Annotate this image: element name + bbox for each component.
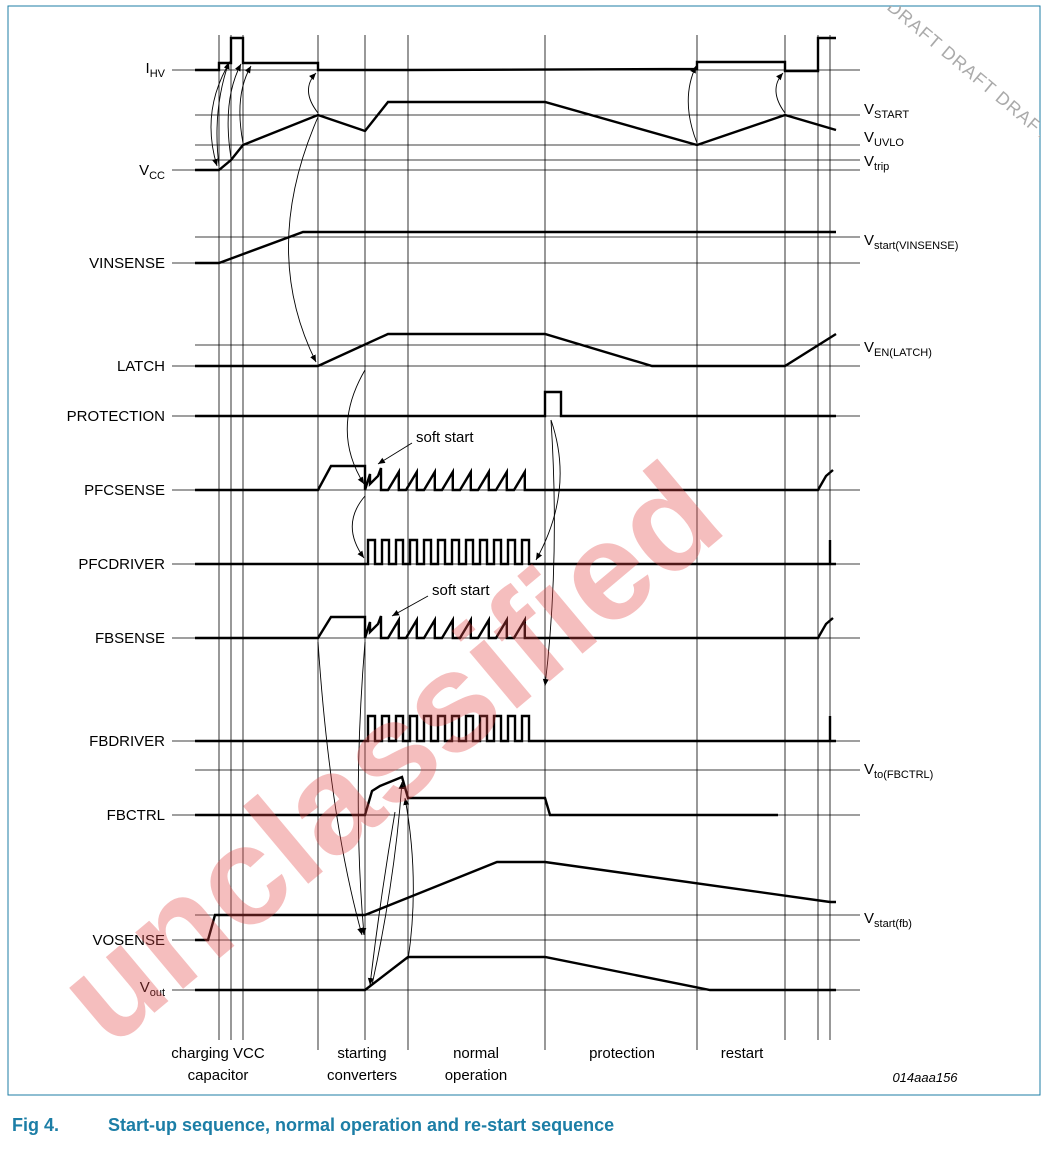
waveform-fbsense xyxy=(195,615,834,640)
arrow xyxy=(542,419,555,687)
waveform-vinsense xyxy=(195,230,836,265)
arrows xyxy=(210,59,786,986)
threshold-label: VEN(LATCH) xyxy=(864,339,932,359)
signal-label: FBDRIVER xyxy=(89,733,165,750)
label-sub: EN(LATCH) xyxy=(874,347,932,359)
waveform-pfcdriver xyxy=(195,538,836,566)
arrow xyxy=(535,419,561,561)
arrow xyxy=(317,641,364,936)
waveform-pfcsense xyxy=(195,464,834,492)
signal-label: FBCTRL xyxy=(107,807,165,824)
threshold-label: VSTART xyxy=(864,101,909,121)
frame xyxy=(7,5,1041,1096)
signal-label: VOSENSE xyxy=(92,932,165,949)
arrow xyxy=(288,116,319,363)
arrow xyxy=(367,811,396,986)
signal-label: PFCDRIVER xyxy=(78,556,165,573)
phase-label: charging VCC xyxy=(171,1045,265,1062)
caption-title: Start-up sequence, normal operation and … xyxy=(108,1115,614,1135)
waveform-vosense xyxy=(195,860,836,942)
label-sub: UVLO xyxy=(874,137,904,149)
waveform-vcc xyxy=(195,100,837,172)
signal-label: PROTECTION xyxy=(67,408,165,425)
label-sub: out xyxy=(150,987,165,999)
phase-label: capacitor xyxy=(188,1067,249,1084)
waveform-ihv xyxy=(195,36,836,73)
arrow xyxy=(391,595,429,617)
threshold-label: VUVLO xyxy=(864,129,904,149)
label-sub: start(VINSENSE) xyxy=(874,240,958,252)
phase-label: normal xyxy=(453,1045,499,1062)
waveforms xyxy=(195,36,837,992)
arrow xyxy=(346,369,366,485)
signal-label: VCC xyxy=(139,162,165,182)
label-base: V xyxy=(864,910,874,927)
label-base: V xyxy=(864,339,874,356)
phase-labels: charging VCC capacitor starting converte… xyxy=(171,1045,764,1084)
waveform-latch xyxy=(195,332,837,368)
label-sub: start(fb) xyxy=(874,918,912,930)
signal-label: LATCH xyxy=(117,358,165,375)
waveform-vout xyxy=(195,955,836,992)
arrow xyxy=(377,442,413,465)
arrow xyxy=(687,65,698,144)
label-base: V xyxy=(864,761,874,778)
signal-label: FBSENSE xyxy=(95,630,165,647)
label-base: V xyxy=(864,232,874,249)
threshold-labels: VSTART VUVLO Vtrip Vstart(VINSENSE) VEN(… xyxy=(864,101,958,930)
phase-label: operation xyxy=(445,1067,508,1084)
label-sub: trip xyxy=(874,161,889,173)
threshold-label: Vstart(VINSENSE) xyxy=(864,232,958,252)
arrow xyxy=(308,72,319,114)
waveform-fbctrl xyxy=(195,775,778,817)
label-sub: to(FBCTRL) xyxy=(874,769,933,781)
arrow xyxy=(216,61,230,167)
label-base: V xyxy=(864,129,874,146)
arrow xyxy=(357,641,367,936)
arrow xyxy=(210,59,232,167)
arrow xyxy=(403,797,414,961)
label-sub: HV xyxy=(150,68,166,80)
phase-label: converters xyxy=(327,1067,397,1084)
phase-label: starting xyxy=(337,1045,386,1062)
label-base: I xyxy=(146,60,150,77)
phase-label: restart xyxy=(721,1045,764,1062)
signal-label: VINSENSE xyxy=(89,255,165,272)
threshold-label: Vtrip xyxy=(864,153,889,173)
threshold-label: Vto(FBCTRL) xyxy=(864,761,933,781)
annotation: soft start xyxy=(416,429,474,446)
watermarks: unclassified DRAFT DRAFT DRAFT xyxy=(28,0,1047,1073)
waveform-fbdriver xyxy=(195,714,836,743)
waveform-protection xyxy=(195,390,836,418)
label-sub: CC xyxy=(149,170,165,182)
draft-watermark: DRAFT DRAFT DRAFT xyxy=(883,0,1047,144)
annotation: soft start xyxy=(432,582,490,599)
signal-label: PFCSENSE xyxy=(84,482,165,499)
figure-id: 014aaa156 xyxy=(892,1070,958,1085)
arrow xyxy=(351,495,366,559)
threshold-label: Vstart(fb) xyxy=(864,910,912,930)
label-base: V xyxy=(140,979,150,996)
signal-label: Vout xyxy=(140,979,165,999)
label-base: V xyxy=(864,101,874,118)
arrow xyxy=(227,63,242,159)
label-sub: START xyxy=(874,109,909,121)
label-base: V xyxy=(864,153,874,170)
signal-label: IHV xyxy=(146,60,166,80)
arrow xyxy=(775,72,786,114)
caption-number: Fig 4. xyxy=(12,1115,59,1135)
arrow xyxy=(239,65,252,144)
phase-label: protection xyxy=(589,1045,655,1062)
label-base: V xyxy=(139,162,149,179)
signal-labels: IHV VCC VINSENSE LATCH PROTECTION PFCSEN… xyxy=(67,60,166,999)
arrow xyxy=(371,781,405,986)
